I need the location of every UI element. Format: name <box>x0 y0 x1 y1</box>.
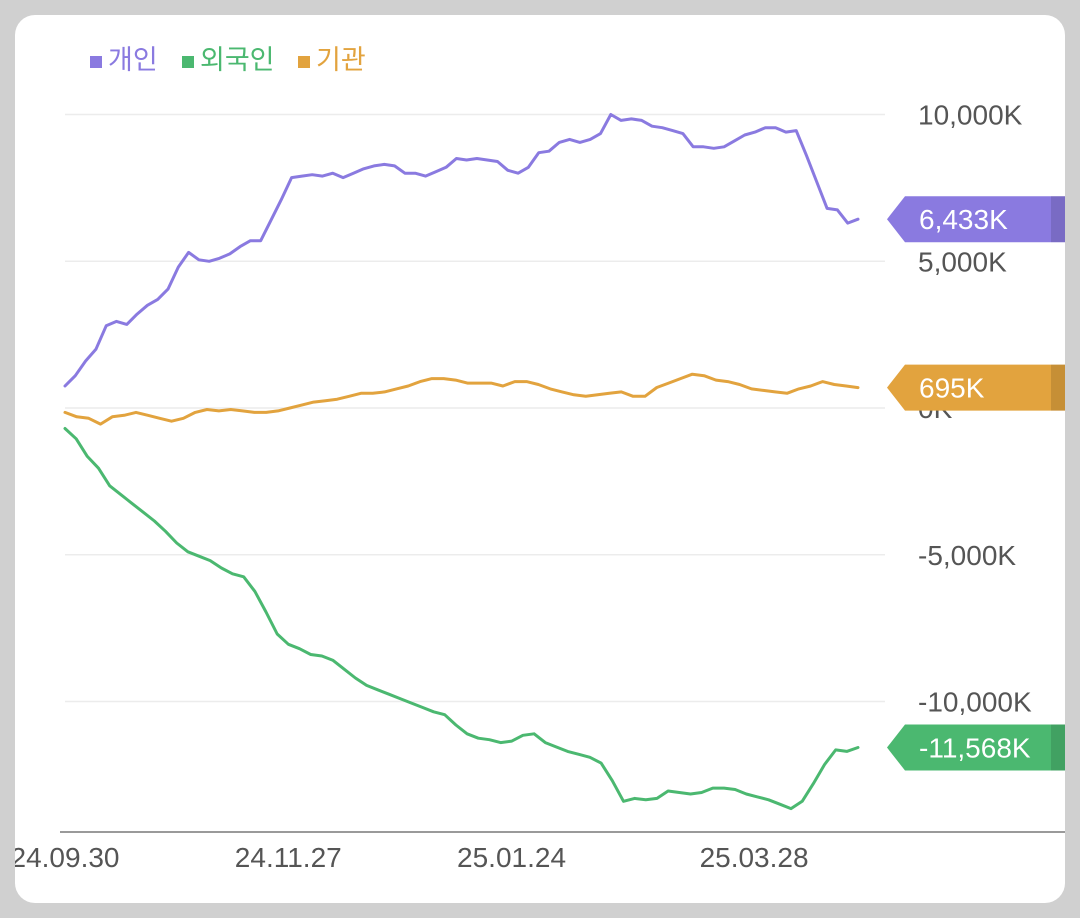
badge-shape <box>887 196 1065 243</box>
badge-shape <box>887 724 1065 771</box>
x-tick-label: 25.03.28 <box>700 842 809 873</box>
institution-line <box>63 372 860 426</box>
x-tick-label: 25.01.24 <box>457 842 566 873</box>
badge-value: 695K <box>919 373 985 404</box>
legend-swatch <box>90 56 102 68</box>
legend-item-individual[interactable]: 개인 <box>90 45 158 76</box>
y-tick-label: -10,000K <box>918 687 1032 718</box>
institution-value-badge: 695K <box>887 364 1065 411</box>
end-value-badges: 6,433K -11,568K 695K <box>887 196 1065 771</box>
series-lines <box>63 113 860 811</box>
legend-swatch <box>182 56 194 68</box>
legend-label: 기관 <box>316 45 366 76</box>
individual-line <box>63 113 860 388</box>
x-tick-label: 24.11.27 <box>235 842 342 873</box>
legend: 개인 외국인 기관 <box>90 45 366 76</box>
legend-item-foreign[interactable]: 외국인 <box>182 45 275 76</box>
foreign-line <box>63 427 860 811</box>
badge-edge <box>1051 724 1065 771</box>
badge-value: 6,433K <box>919 204 1008 235</box>
legend-label: 외국인 <box>200 45 275 76</box>
badge-shape <box>887 364 1065 411</box>
legend-label: 개인 <box>108 45 158 76</box>
x-axis: 24.09.30 24.11.27 25.01.24 25.03.28 <box>15 831 1065 873</box>
y-tick-label: 5,000K <box>918 246 1007 277</box>
badge-value: -11,568K <box>919 733 1031 764</box>
foreign-value-badge: -11,568K <box>887 724 1065 771</box>
badge-edge <box>1051 364 1065 411</box>
x-tick-label: 24.09.30 <box>15 842 120 873</box>
gridlines <box>65 113 885 703</box>
legend-swatch <box>298 56 310 68</box>
individual-value-badge: 6,433K <box>887 196 1065 243</box>
legend-item-institution[interactable]: 기관 <box>298 45 366 76</box>
y-tick-label: -5,000K <box>918 540 1016 571</box>
badge-edge <box>1051 196 1065 243</box>
y-tick-label: 10,000K <box>918 100 1023 131</box>
